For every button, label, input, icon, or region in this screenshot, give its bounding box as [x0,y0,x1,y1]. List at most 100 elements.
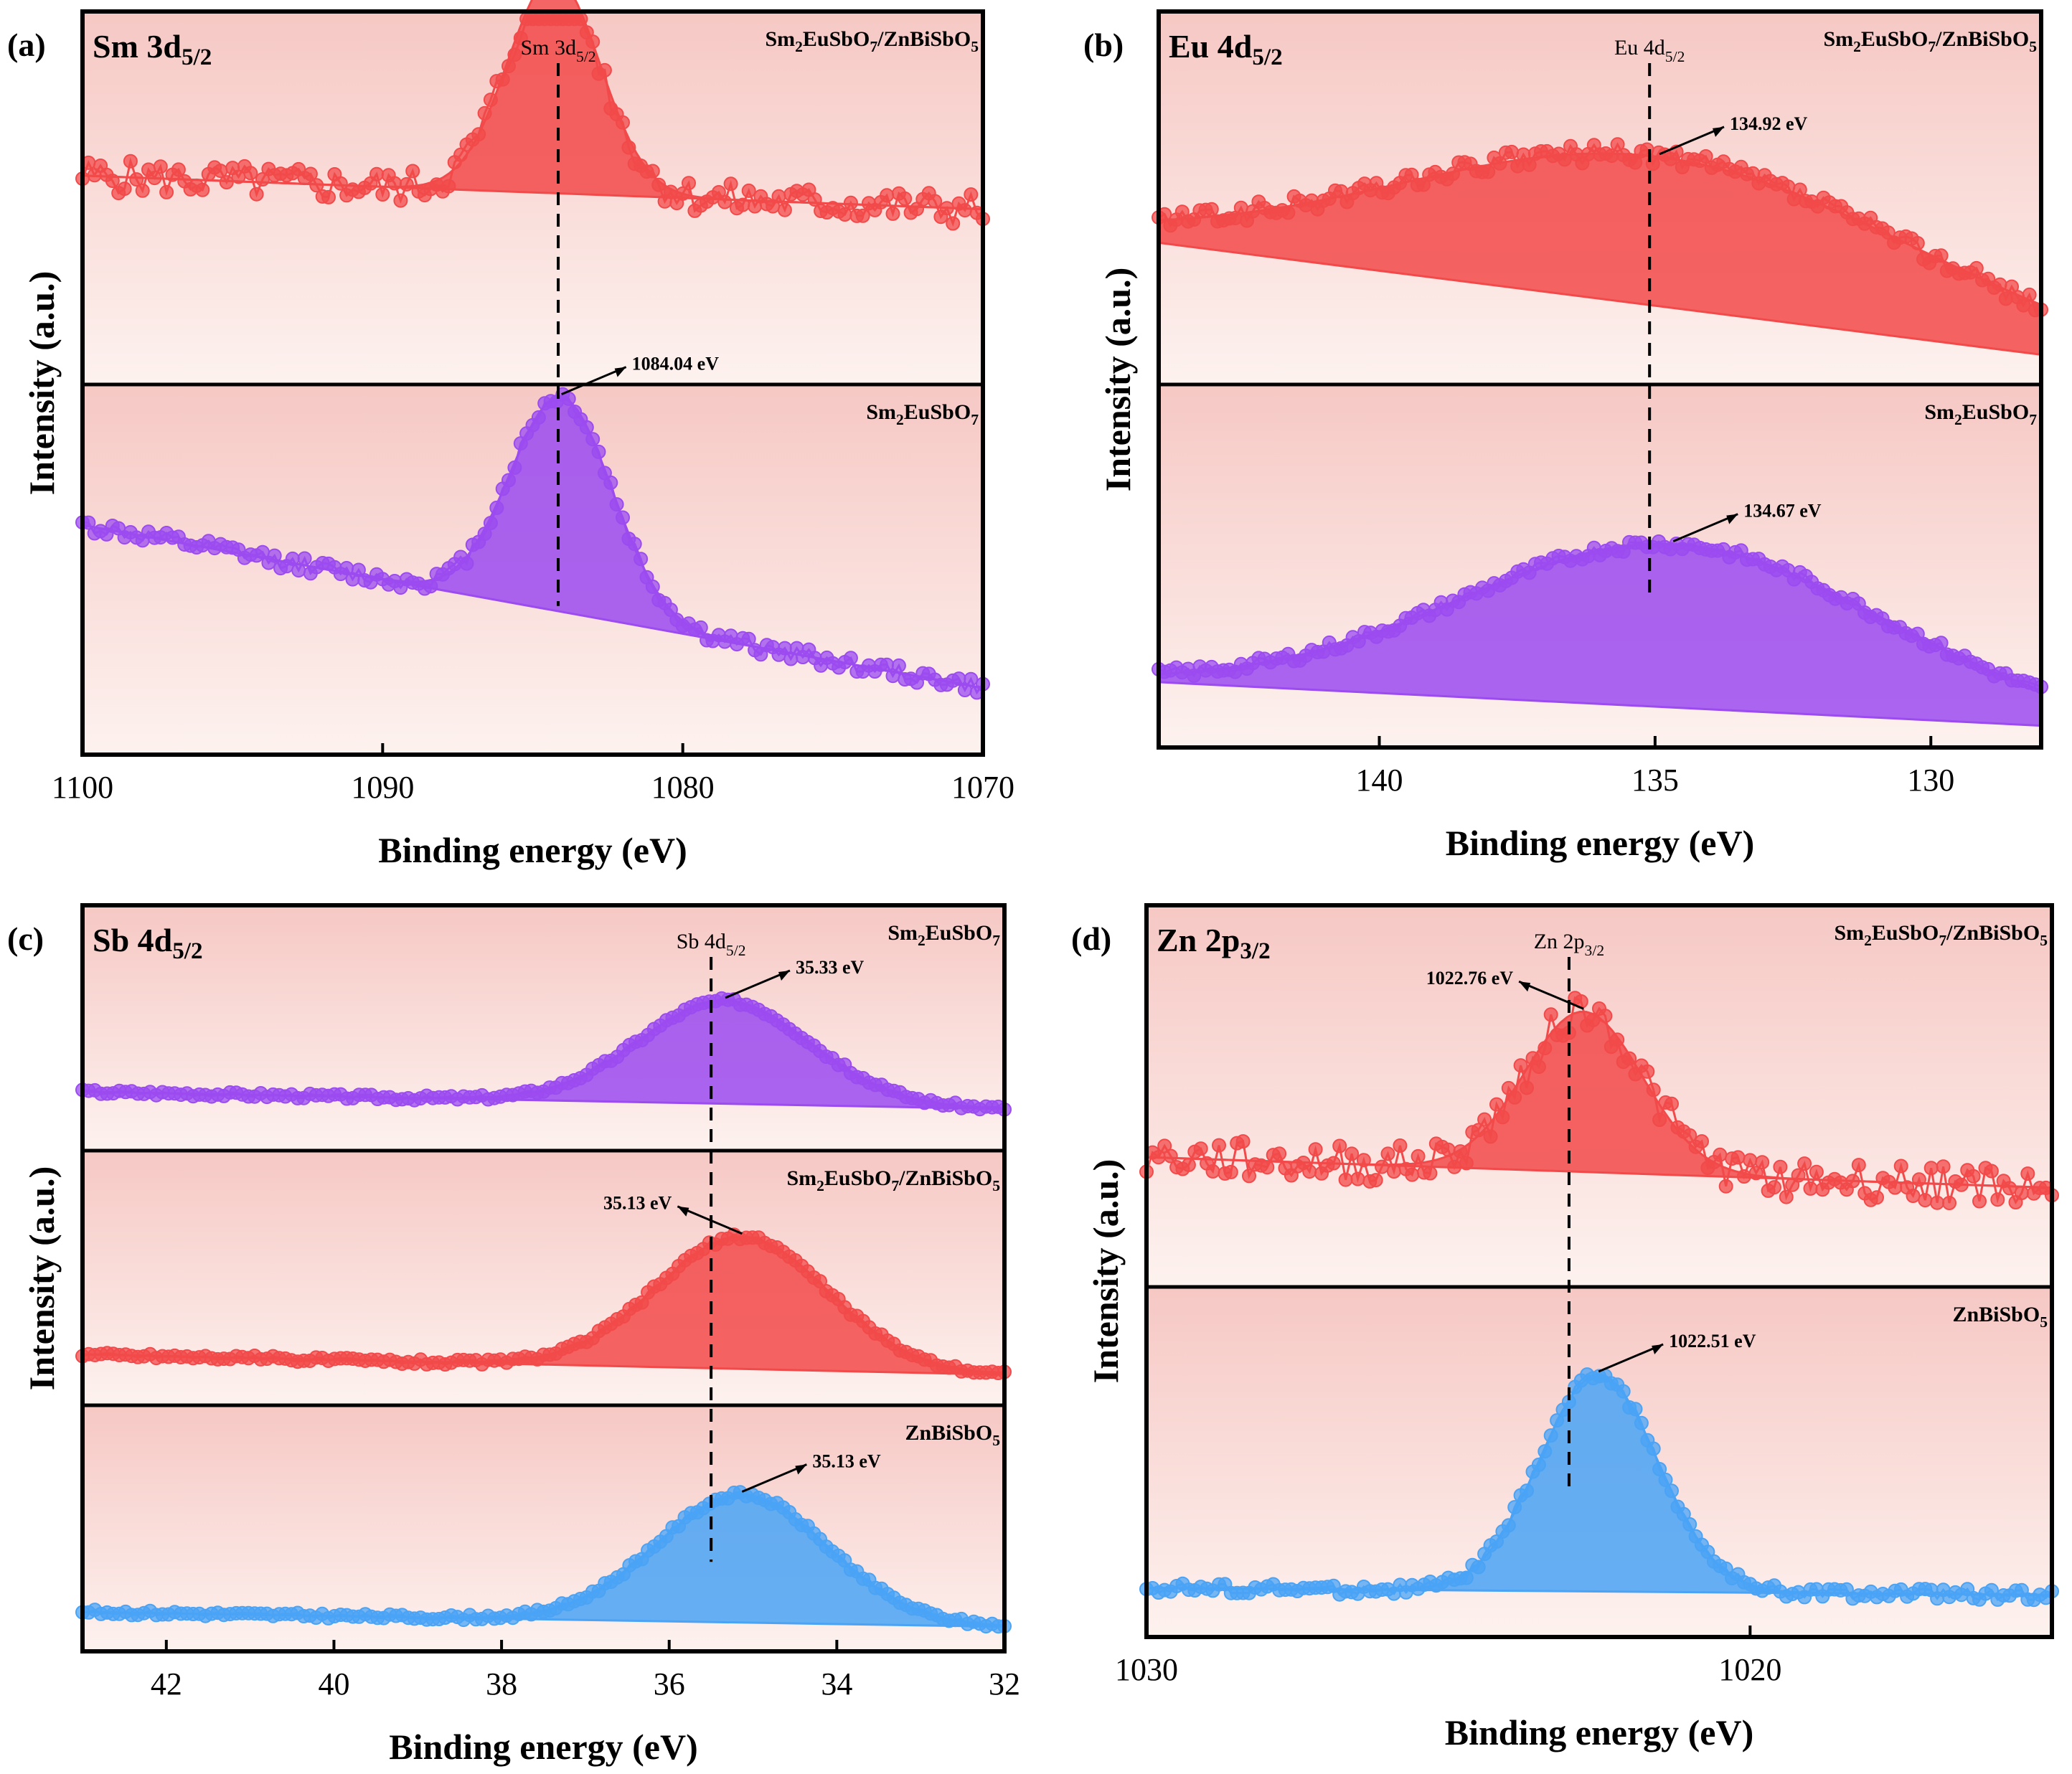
sample-label-part: Sm [765,27,795,51]
data-point [1446,166,1460,181]
energy-arrow [561,366,627,395]
data-point [1233,200,1248,215]
arrow-head [795,1464,807,1475]
peak-reference-label-sub: 3/2 [1585,942,1605,959]
data-point [507,460,522,475]
plot-frame [80,903,1007,1653]
data-point [1356,1153,1371,1168]
sample-label: Sm2EuSbO7/ZnBiSbO5 [1823,27,2037,55]
peak-reference-label: Sm 3d5/2 [520,36,595,65]
data-point [1537,1041,1553,1056]
panel-a: Sm2EuSbO7/ZnBiSbO51084.29 eVSm2EuSbO7108… [7,0,1014,870]
data-point [885,206,900,221]
data-point [1543,1007,1558,1022]
peak-reference-label-sub: 5/2 [726,942,746,959]
sample-label-part: EuSbO [824,1166,891,1190]
data-point [585,432,601,447]
subplot-sm2eusbo7-znbisbo5: Sm2EuSbO7/ZnBiSbO5 35.13 eV [75,1148,1012,1405]
data-point [1736,1169,1751,1184]
x-tick-label: 130 [1907,763,1954,798]
core-level-title: Eu 4d5/2 [1169,28,1283,70]
data-point [1634,1415,1649,1430]
x-tick-label: 1080 [651,770,715,805]
data-point [1260,1160,1275,1175]
data-point [1906,1189,1921,1203]
data-point [627,537,642,552]
data-point [837,207,852,222]
core-level-title: Sm 3d5/2 [93,28,212,70]
sample-label-part: 2 [1864,932,1872,949]
data-point [1447,1159,1462,1174]
x-axis-title: Binding energy (eV) [378,830,687,870]
data-point [1350,1171,1365,1186]
sample-label: Sm2EuSbO7 [887,921,1000,949]
sample-label-part: 2 [918,932,926,949]
data-point [309,178,324,193]
data-point [441,179,456,194]
sample-label-part: Sm [866,400,896,424]
x-tick-label: 40 [318,1666,349,1702]
subplot-znbisbo5: ZnBiSbO5 35.13 eV [75,1403,1012,1651]
data-point [1492,156,1507,171]
peak-reference-label-main: Eu 4d [1614,36,1665,60]
data-point [501,473,516,488]
x-tick-label: 32 [989,1666,1020,1702]
fitted-peak-area [83,0,983,209]
sample-label-part: EuSbO [1861,27,1928,51]
data-point [243,166,258,181]
sample-label-part: /ZnBiSbO [898,1166,992,1190]
energy-label: 1084.04 eV [632,354,720,374]
data-point [1380,1146,1395,1161]
data-point [1345,1146,1360,1161]
peak-reference-label: Sb 4d5/2 [677,930,746,959]
sample-label-part: Sm [1834,921,1864,945]
sample-label-part: Sm [786,1166,816,1190]
data-point [1628,155,1643,170]
data-point [1481,164,1496,179]
y-axis-title: Intensity (a.u.) [22,271,62,496]
data-point [1598,1009,1613,1024]
data-point [1441,1142,1456,1157]
core-level-title-sub: 5/2 [182,44,212,70]
data-point [1550,1413,1565,1428]
core-level-title: Zn 2p3/2 [1157,922,1271,964]
data-point [1338,1172,1353,1187]
data-point [249,187,264,202]
data-point [1781,179,1796,194]
data-point [964,187,979,202]
data-point [291,563,306,578]
data-point [1652,1462,1667,1476]
sample-label-part: /ZnBiSbO [1935,27,2029,51]
data-point [645,164,660,179]
arrow-head [1519,981,1531,992]
data-point [405,164,420,179]
data-point [1718,1179,1733,1194]
core-level-title-main: Zn 2p [1157,922,1240,958]
sample-label-part: 2 [795,38,803,55]
data-point [1923,1161,1939,1176]
sample-label-part: /ZnBiSbO [1946,921,2040,945]
data-point [1664,1483,1679,1499]
data-point [1368,1173,1383,1188]
sample-label-part: 5 [971,38,979,55]
data-point [946,216,961,231]
data-point [1628,1402,1643,1417]
data-point [843,195,858,210]
data-point [1664,1096,1679,1111]
data-point [423,579,438,594]
fitted-peak-area [83,397,983,689]
data-point [1531,1457,1546,1472]
sample-label-part: ZnBiSbO [905,1421,992,1445]
data-point [880,188,895,203]
data-point [459,556,474,571]
arrow-head [677,1206,689,1217]
data-point [1483,1129,1498,1144]
data-point [1302,1164,1317,1179]
data-point [1423,1166,1438,1181]
data-point [1936,1159,1951,1174]
sample-label-part: 7 [1928,38,1936,55]
x-tick-label: 38 [486,1666,517,1702]
data-point [675,186,690,201]
sample-label-part: 5 [992,1177,1000,1194]
